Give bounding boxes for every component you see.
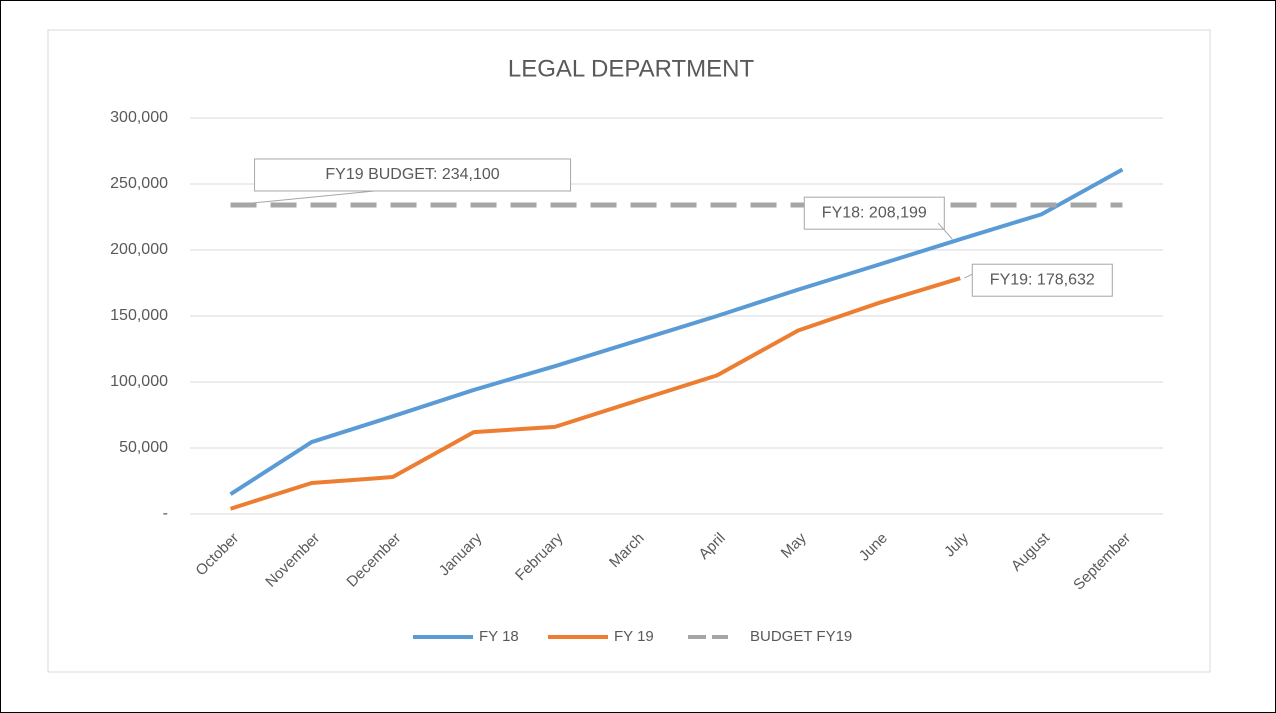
y-tick-label: 300,000: [110, 109, 168, 126]
y-tick-label: -: [163, 505, 168, 522]
data-label-leader: [937, 222, 953, 240]
y-tick-label: 250,000: [110, 175, 168, 192]
legend-label: BUDGET FY19: [750, 628, 852, 645]
data-label-leader: [964, 273, 973, 279]
data-label: FY19: 178,632: [990, 271, 1095, 288]
data-label: FY18: 208,199: [822, 204, 927, 221]
series-line: [229, 167, 1124, 496]
series-line: [229, 276, 961, 511]
chart-area: [47, 29, 1211, 673]
legend-label: FY 19: [614, 628, 654, 645]
legend-label: FY 18: [479, 628, 519, 645]
y-tick-label: 200,000: [110, 241, 168, 258]
data-label-box: [254, 158, 572, 192]
y-tick-label: 50,000: [119, 439, 168, 456]
data-label-box: [803, 196, 945, 230]
data-label-leader: [232, 190, 375, 206]
data-label-box: [971, 263, 1113, 297]
y-tick-label: 150,000: [110, 307, 168, 324]
y-tick-label: 100,000: [110, 373, 168, 390]
data-label: FY19 BUDGET: 234,100: [325, 166, 499, 183]
chart-title: LEGAL DEPARTMENT: [508, 55, 755, 82]
